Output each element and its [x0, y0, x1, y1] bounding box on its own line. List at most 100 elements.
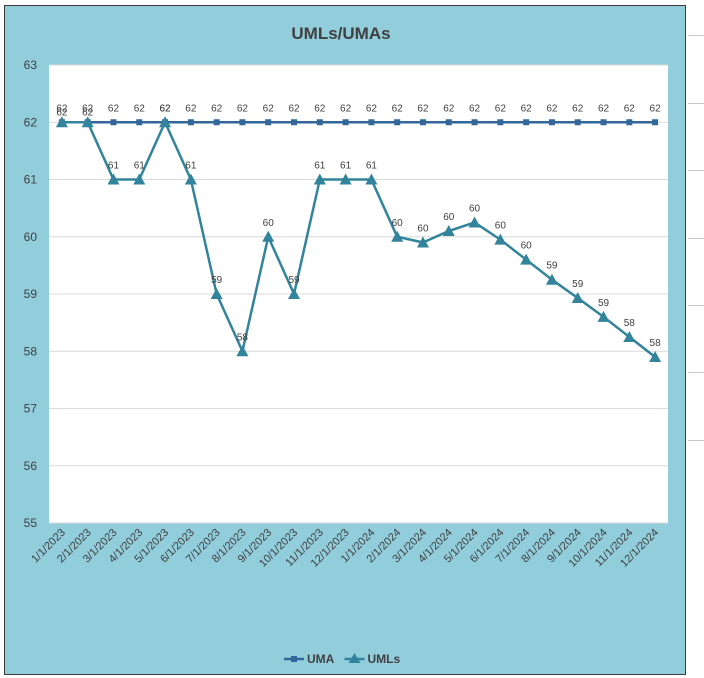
data-point: [365, 173, 378, 185]
data-point: [159, 116, 172, 128]
data-label: 62: [82, 103, 94, 114]
sheet-gridline: [688, 440, 704, 441]
data-label: 62: [572, 103, 584, 114]
data-point: [133, 173, 146, 185]
data-label: 62: [288, 103, 300, 114]
data-point: [649, 350, 662, 362]
sheet-gridline: [688, 170, 704, 171]
data-label: 61: [340, 161, 352, 172]
data-point: [545, 273, 558, 285]
sheet-gridline: [688, 238, 704, 239]
sheet-gridline: [688, 103, 704, 104]
data-point: [291, 119, 298, 126]
data-label: 62: [443, 103, 455, 114]
data-point: [262, 230, 275, 242]
y-tick-label: 57: [24, 402, 38, 416]
sheet-gridline: [688, 305, 704, 306]
data-label: 62: [56, 107, 68, 118]
data-point: [548, 119, 555, 126]
data-label: 62: [521, 103, 533, 114]
legend-label[interactable]: UMA: [307, 652, 335, 666]
data-point: [520, 253, 533, 265]
data-point: [574, 119, 581, 126]
data-label: 61: [366, 161, 378, 172]
legend-marker: [291, 656, 297, 662]
data-label: 58: [237, 332, 249, 343]
data-label: 62: [366, 103, 378, 114]
data-label: 62: [211, 103, 223, 114]
data-label: 62: [546, 103, 558, 114]
data-point: [419, 119, 426, 126]
data-label: 62: [160, 103, 172, 114]
data-point: [342, 119, 349, 126]
data-label: 60: [392, 218, 404, 229]
data-point: [107, 173, 120, 185]
data-point: [136, 119, 143, 126]
data-label: 62: [650, 103, 662, 114]
x-axis: 1/1/20232/1/20233/1/20234/1/20235/1/2023…: [29, 527, 661, 570]
data-label: 62: [56, 103, 68, 114]
data-point: [55, 116, 68, 128]
data-point: [184, 173, 197, 185]
data-point: [265, 119, 272, 126]
data-label: 60: [469, 203, 481, 214]
data-point: [626, 119, 633, 126]
data-label: 59: [572, 279, 584, 290]
data-label: 59: [598, 298, 610, 309]
series-layer: [55, 116, 662, 362]
y-tick-label: 63: [24, 58, 38, 72]
data-point: [288, 288, 301, 299]
data-point: [652, 119, 659, 126]
data-point: [468, 216, 481, 228]
data-label: 62: [134, 103, 146, 114]
data-label: 61: [314, 161, 326, 172]
data-label: 62: [160, 103, 172, 114]
data-labels: 62 62 62 62 62 62 62 62 62 62 62 62 62 62 62 62 62 62 62 62…: [56, 103, 661, 349]
data-label: 61: [134, 161, 146, 172]
data-point: [571, 292, 584, 304]
data-label: 60: [263, 218, 275, 229]
data-point: [416, 236, 429, 248]
data-label: 60: [417, 223, 429, 234]
data-label: 60: [495, 221, 507, 232]
y-tick-label: 56: [24, 459, 38, 473]
data-label: 60: [443, 212, 455, 223]
data-point: [391, 230, 404, 242]
data-point: [523, 119, 530, 126]
y-tick-label: 62: [24, 115, 38, 129]
data-label: 62: [108, 103, 120, 114]
legend-label[interactable]: UMLs: [368, 652, 401, 666]
data-label: 62: [417, 103, 429, 114]
legend[interactable]: UMA UMLs: [284, 652, 400, 666]
y-axis: 55 56 57 58 59 60 61 62 63: [24, 58, 38, 530]
data-label: 62: [469, 103, 481, 114]
data-label: 62: [392, 103, 404, 114]
data-label: 58: [650, 338, 662, 349]
y-tick-label: 60: [24, 230, 38, 244]
data-label: 62: [314, 103, 326, 114]
data-label: 62: [82, 107, 94, 118]
y-tick-label: 59: [24, 287, 38, 301]
data-point: [339, 173, 352, 185]
sheet-gridline: [688, 35, 704, 36]
data-point: [394, 119, 401, 126]
data-point: [313, 173, 326, 185]
data-point: [81, 116, 94, 128]
data-point: [623, 330, 636, 342]
data-point: [110, 119, 117, 126]
data-point: [600, 119, 607, 126]
data-point: [368, 119, 375, 126]
data-label: 59: [211, 275, 223, 286]
data-label: 59: [546, 261, 558, 272]
data-point: [442, 225, 455, 237]
chart-title: UMLs/UMAs: [291, 24, 390, 43]
data-point: [210, 288, 223, 299]
data-label: 60: [521, 241, 533, 252]
y-tick-label: 55: [24, 516, 38, 530]
data-point: [494, 233, 507, 245]
sheet-gridline: [688, 372, 704, 373]
y-tick-label: 61: [24, 173, 38, 187]
y-tick-label: 58: [24, 344, 38, 358]
data-point: [316, 119, 323, 126]
